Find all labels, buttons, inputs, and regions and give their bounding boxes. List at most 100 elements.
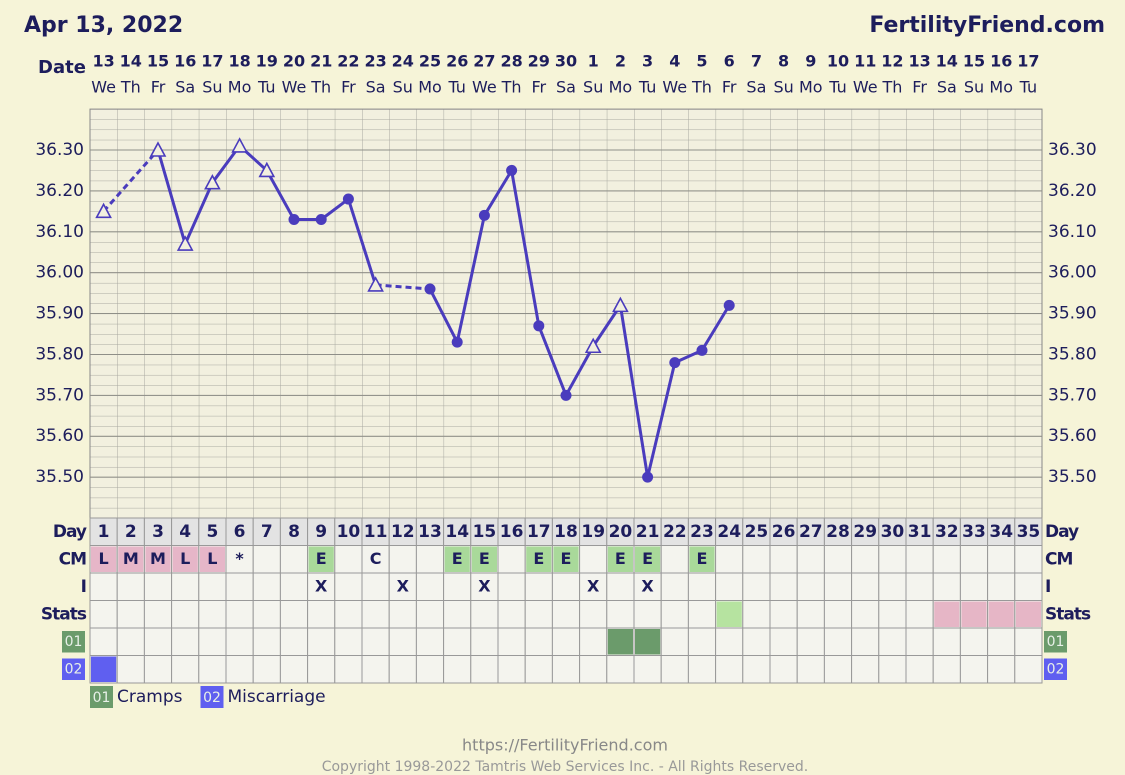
dot-marker bbox=[560, 389, 572, 401]
stats-cell bbox=[934, 601, 960, 627]
cm-cell bbox=[172, 546, 198, 572]
day-number: 27 bbox=[799, 522, 823, 542]
custom-code: 02 bbox=[1047, 661, 1065, 677]
cell bbox=[796, 545, 825, 574]
date-label: 26 bbox=[446, 52, 468, 71]
day-number: 16 bbox=[500, 522, 524, 542]
cm-value: E bbox=[533, 549, 544, 568]
cell bbox=[116, 517, 145, 546]
triangle-marker bbox=[584, 337, 602, 354]
cell bbox=[524, 627, 553, 656]
date-label: 17 bbox=[1017, 52, 1039, 71]
weekday-label: Th bbox=[120, 78, 141, 97]
cell bbox=[633, 655, 662, 684]
copyright: Copyright 1998-2022 Tamtris Web Services… bbox=[322, 759, 809, 775]
cm-cell bbox=[91, 546, 117, 572]
date-label: 19 bbox=[256, 52, 278, 71]
day-number: 8 bbox=[288, 522, 300, 542]
cell bbox=[388, 655, 417, 684]
dot-marker bbox=[642, 471, 654, 483]
cell bbox=[143, 517, 173, 546]
cell bbox=[959, 627, 989, 656]
dot-marker bbox=[506, 164, 518, 176]
cell bbox=[551, 572, 581, 601]
day-number: 13 bbox=[418, 522, 442, 542]
cell bbox=[443, 655, 472, 684]
cell bbox=[851, 627, 880, 656]
stats-cell bbox=[1015, 601, 1041, 627]
triangle-marker bbox=[149, 141, 167, 157]
custom-code: 01 bbox=[1047, 634, 1065, 650]
cell bbox=[116, 627, 145, 656]
y-tick-label-right: 35.50 bbox=[1048, 467, 1097, 487]
cell bbox=[796, 655, 825, 684]
cell bbox=[334, 627, 363, 656]
cell bbox=[225, 627, 254, 656]
cm-value: E bbox=[697, 549, 708, 568]
cell bbox=[660, 627, 689, 656]
cell bbox=[388, 600, 417, 629]
cell bbox=[334, 655, 363, 684]
cell bbox=[715, 572, 744, 601]
intercourse-mark: X bbox=[587, 576, 600, 595]
cell bbox=[579, 627, 608, 656]
intercourse-mark: X bbox=[315, 576, 328, 595]
day-number: 20 bbox=[609, 522, 633, 542]
weekday-label: Mo bbox=[609, 78, 633, 97]
cell bbox=[987, 517, 1016, 546]
y-tick-label-right: 36.10 bbox=[1048, 222, 1097, 242]
weekday-label: Sa bbox=[746, 78, 766, 97]
cell bbox=[307, 600, 336, 629]
weekday-label: We bbox=[853, 78, 878, 97]
dot-marker bbox=[669, 357, 681, 369]
cell bbox=[769, 517, 798, 546]
cell bbox=[606, 600, 635, 629]
weekday-label: Sa bbox=[937, 78, 957, 97]
cell bbox=[171, 655, 200, 684]
cell bbox=[334, 517, 363, 546]
weekday-label: Su bbox=[202, 78, 222, 97]
cell bbox=[470, 627, 499, 656]
dot-marker bbox=[533, 320, 545, 332]
row-label-right: I bbox=[1045, 577, 1050, 597]
cell bbox=[415, 600, 445, 629]
cell bbox=[415, 572, 445, 601]
cell bbox=[171, 572, 200, 601]
weekday-label: Tu bbox=[828, 78, 846, 97]
stats-cell bbox=[961, 601, 987, 627]
cm-value: L bbox=[98, 549, 108, 568]
day-number: 24 bbox=[717, 522, 741, 542]
cell bbox=[851, 572, 880, 601]
cell bbox=[878, 545, 907, 574]
cm-value: C bbox=[370, 549, 382, 568]
gap-line bbox=[102, 148, 160, 213]
cell bbox=[660, 600, 689, 629]
cell bbox=[252, 572, 281, 601]
cell bbox=[851, 545, 880, 574]
cell bbox=[579, 600, 608, 629]
weekday-label: Th bbox=[691, 78, 712, 97]
cell bbox=[878, 572, 907, 601]
custom-badge bbox=[62, 631, 85, 653]
cell bbox=[742, 655, 771, 684]
weekday-label: Sa bbox=[366, 78, 386, 97]
cell bbox=[89, 572, 118, 601]
y-tick-label: 36.30 bbox=[35, 140, 84, 160]
cm-value: M bbox=[150, 549, 166, 568]
cm-value: L bbox=[180, 549, 190, 568]
row-label: Day bbox=[53, 522, 87, 542]
cm-value: M bbox=[123, 549, 139, 568]
date-label: 13 bbox=[908, 52, 930, 71]
cell bbox=[660, 572, 689, 601]
cell bbox=[443, 627, 472, 656]
weekday-label: We bbox=[91, 78, 116, 97]
date-label: 1 bbox=[588, 52, 599, 71]
cm-value: E bbox=[452, 549, 463, 568]
cell bbox=[225, 655, 254, 684]
cell bbox=[851, 655, 880, 684]
cm-value: E bbox=[561, 549, 572, 568]
cell bbox=[796, 517, 825, 546]
cell bbox=[143, 572, 173, 601]
cell bbox=[524, 572, 553, 601]
custom-code: 02 bbox=[65, 661, 83, 677]
